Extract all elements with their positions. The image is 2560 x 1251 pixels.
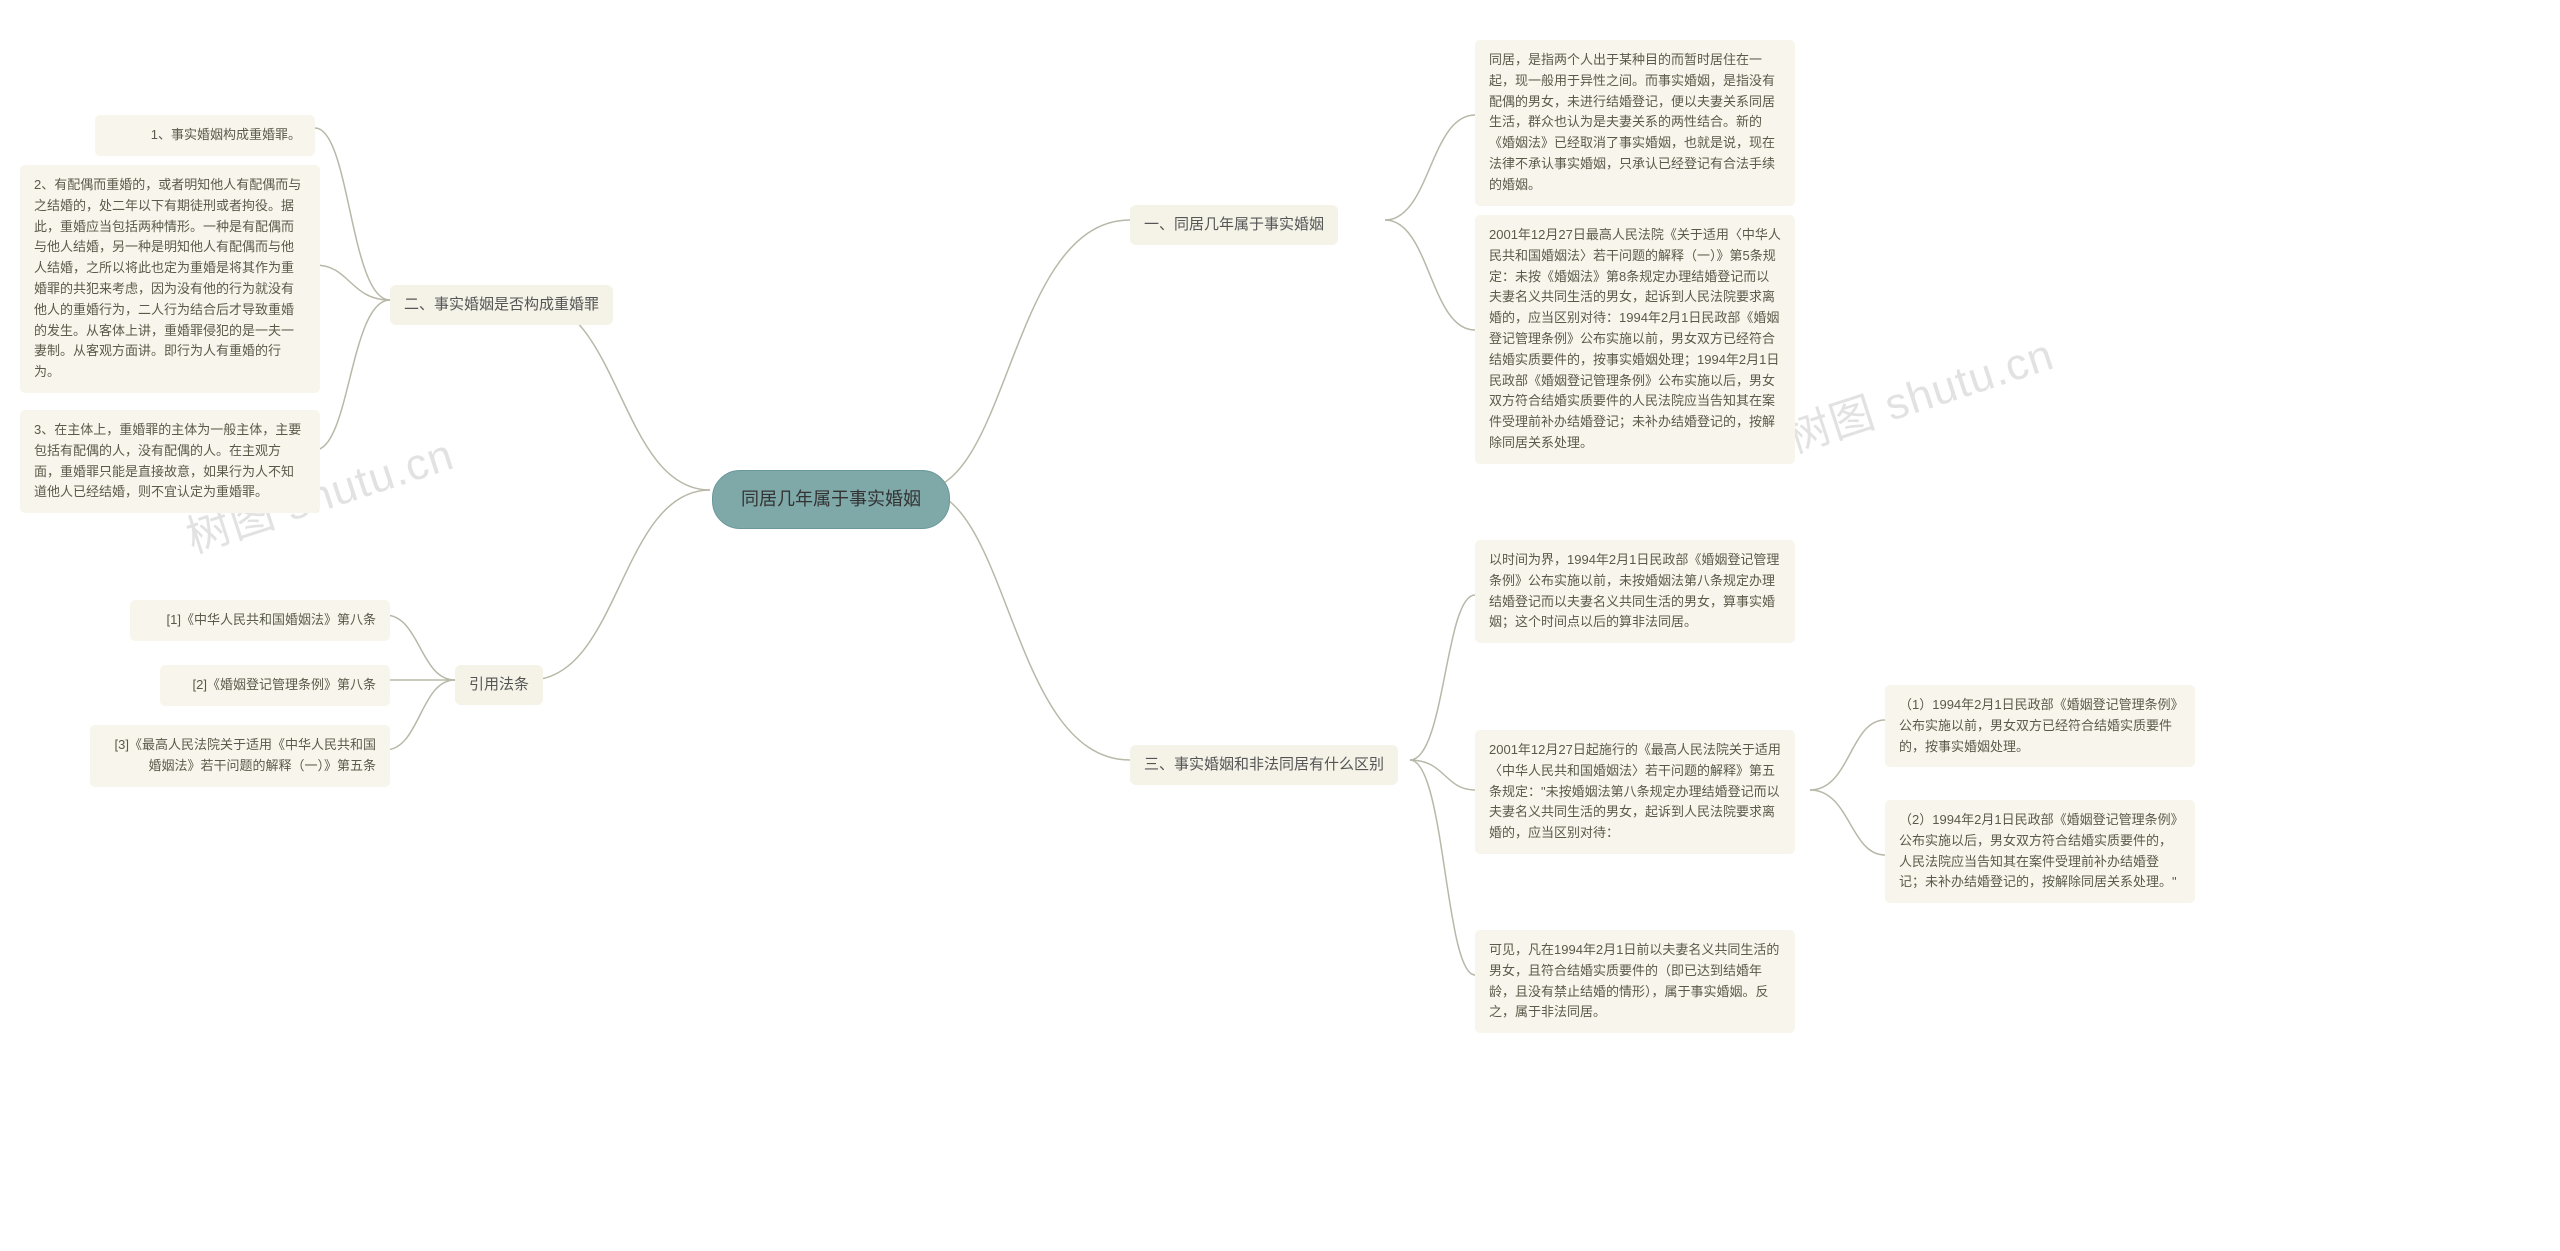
leaf-b4-3[interactable]: [3]《最高人民法院关于适用《中华人民共和国婚姻法》若干问题的解释（一）》第五条	[90, 725, 390, 787]
leaf-b3-2[interactable]: 2001年12月27日起施行的《最高人民法院关于适用〈中华人民共和国婚姻法〉若干…	[1475, 730, 1795, 854]
leaf-b3-2-sub2[interactable]: （2）1994年2月1日民政部《婚姻登记管理条例》公布实施以后，男女双方符合结婚…	[1885, 800, 2195, 903]
leaf-b1-2[interactable]: 2001年12月27日最高人民法院《关于适用〈中华人民共和国婚姻法〉若干问题的解…	[1475, 215, 1795, 464]
leaf-b1-1[interactable]: 同居，是指两个人出于某种目的而暂时居住在一起，现一般用于异性之间。而事实婚姻，是…	[1475, 40, 1795, 206]
center-node[interactable]: 同居几年属于事实婚姻	[712, 470, 950, 529]
leaf-b3-2-sub1[interactable]: （1）1994年2月1日民政部《婚姻登记管理条例》公布实施以前，男女双方已经符合…	[1885, 685, 2195, 767]
leaf-b2-1[interactable]: 1、事实婚姻构成重婚罪。	[95, 115, 315, 156]
leaf-b3-1[interactable]: 以时间为界，1994年2月1日民政部《婚姻登记管理条例》公布实施以前，未按婚姻法…	[1475, 540, 1795, 643]
watermark: 树图 shutu.cn	[1777, 319, 2061, 466]
mindmap-canvas: 树图 shutu.cn 树图 shutu.cn	[0, 0, 2560, 1251]
leaf-b2-3[interactable]: 3、在主体上，重婚罪的主体为一般主体，主要包括有配偶的人，没有配偶的人。在主观方…	[20, 410, 320, 513]
leaf-b4-1[interactable]: [1]《中华人民共和国婚姻法》第八条	[130, 600, 390, 641]
branch-3[interactable]: 三、事实婚姻和非法同居有什么区别	[1130, 745, 1398, 785]
leaf-b2-2[interactable]: 2、有配偶而重婚的，或者明知他人有配偶而与之结婚的，处二年以下有期徒刑或者拘役。…	[20, 165, 320, 393]
branch-2[interactable]: 二、事实婚姻是否构成重婚罪	[390, 285, 613, 325]
leaf-b3-3[interactable]: 可见，凡在1994年2月1日前以夫妻名义共同生活的男女，且符合结婚实质要件的（即…	[1475, 930, 1795, 1033]
branch-1[interactable]: 一、同居几年属于事实婚姻	[1130, 205, 1338, 245]
leaf-b4-2[interactable]: [2]《婚姻登记管理条例》第八条	[160, 665, 390, 706]
branch-4[interactable]: 引用法条	[455, 665, 543, 705]
